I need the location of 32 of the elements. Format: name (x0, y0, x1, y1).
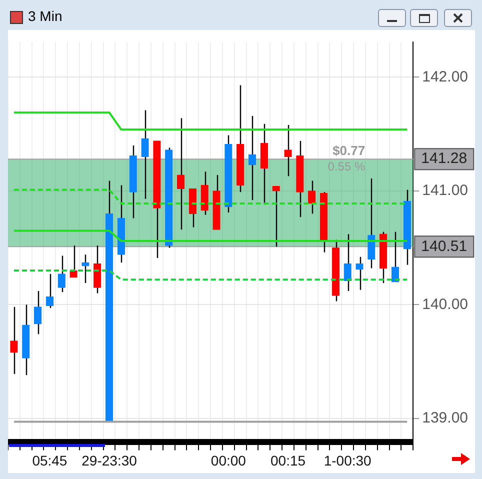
candlestick (46, 273, 54, 309)
candlestick (82, 254, 90, 284)
candlestick (58, 255, 66, 293)
x-tick-label: 29-23:30 (82, 452, 138, 468)
y-tick-label: 139.00 (422, 409, 468, 426)
x-tick-label: 1-00:30 (324, 452, 372, 468)
candlestick (260, 123, 268, 206)
annotation: 0.55 % (328, 159, 366, 174)
candlestick (176, 118, 185, 230)
candlestick (34, 290, 42, 335)
candlestick (10, 306, 18, 375)
candlestick (188, 188, 197, 228)
x-tick-label: 00:15 (270, 452, 306, 468)
candlestick (284, 124, 292, 177)
x-tick-label: 05:45 (32, 452, 68, 468)
candlestick (200, 171, 208, 216)
ref-line-label: 140.51 (421, 238, 468, 255)
candlestick (94, 244, 102, 294)
y-tick-label: 140.00 (422, 296, 468, 313)
chart-title: 3 Min (28, 8, 62, 24)
candlestick (308, 180, 316, 214)
ref-line-label: 141.28 (421, 150, 468, 168)
x-tick-label: 00:00 (210, 452, 246, 468)
candlestick (70, 244, 78, 278)
y-tick-label: 141.00 (422, 182, 468, 200)
y-tick-label: 142.00 (422, 68, 468, 86)
candlestick (248, 115, 256, 201)
candlestick (356, 256, 364, 290)
candlestick (344, 234, 352, 292)
candlestick (272, 186, 280, 248)
band-label: $0.77 (332, 143, 366, 158)
candlestick (141, 110, 149, 200)
